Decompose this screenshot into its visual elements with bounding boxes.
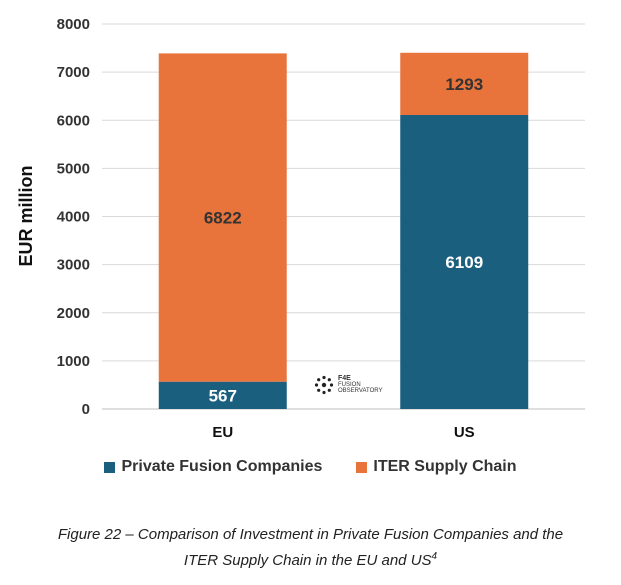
- legend-label-iter-supply: ITER Supply Chain: [373, 458, 517, 475]
- y-axis-label: EUR million: [16, 165, 36, 266]
- y-tick-label-0: 0: [82, 401, 90, 418]
- f4e-logo-icon: [314, 375, 334, 395]
- legend-label-private-fusion: Private Fusion Companies: [121, 458, 323, 475]
- x-category-label-us: US: [454, 424, 475, 441]
- caption-line-1: Figure 22 – Comparison of Investment in …: [57, 526, 564, 543]
- bar-eu-private-fusion: [158, 381, 287, 409]
- legend-swatch-iter-supply: [356, 461, 368, 473]
- y-tick-label-1000: 1000: [57, 353, 90, 370]
- bar-eu-iter-supply: [158, 53, 287, 382]
- y-tick-label-3000: 3000: [57, 257, 90, 274]
- legend-item-private-fusion: Private Fusion Companies: [104, 458, 322, 476]
- bars: [158, 52, 529, 410]
- logo-line-2: FUSION: [338, 382, 361, 388]
- data-label-eu-private-fusion: 567: [209, 386, 237, 405]
- logo-line-3: OBSERVATORY: [338, 388, 383, 394]
- bar-us-private-fusion: [400, 115, 529, 410]
- y-tick-label-6000: 6000: [57, 112, 90, 129]
- caption-line-2: ITER Supply Chain in the EU and US: [183, 552, 432, 569]
- y-tick-label-2000: 2000: [57, 305, 90, 322]
- y-tick-label-5000: 5000: [57, 160, 90, 177]
- legend-swatch-private-fusion: [104, 461, 116, 473]
- x-category-label-eu: EU: [212, 424, 233, 441]
- data-label-us-private-fusion: 6109: [445, 253, 483, 272]
- y-tick-label-4000: 4000: [57, 209, 90, 226]
- chart-legend: Private Fusion Companies ITER Supply Cha…: [0, 458, 621, 476]
- y-tick-label-7000: 7000: [57, 64, 90, 81]
- data-labels: 567 6822 EU 6109 1293 US: [204, 75, 483, 441]
- figure-caption: Figure 22 – Comparison of Investment in …: [0, 524, 621, 572]
- f4e-fusion-observatory-logo: F4E FUSION OBSERVATORY: [314, 375, 382, 395]
- logo-line-1: F4E: [338, 375, 351, 382]
- bar-us-iter-supply: [400, 52, 529, 116]
- stacked-bar-chart: 0 1000 2000 3000 4000 5000 6000 7000 8000 567 682…: [16, 16, 585, 441]
- data-label-us-iter-supply: 1293: [445, 75, 483, 94]
- data-label-eu-iter-supply: 6822: [204, 209, 242, 228]
- legend-item-iter-supply: ITER Supply Chain: [356, 458, 517, 476]
- caption-footnote: 4: [431, 551, 438, 562]
- y-tick-label-8000: 8000: [57, 16, 90, 33]
